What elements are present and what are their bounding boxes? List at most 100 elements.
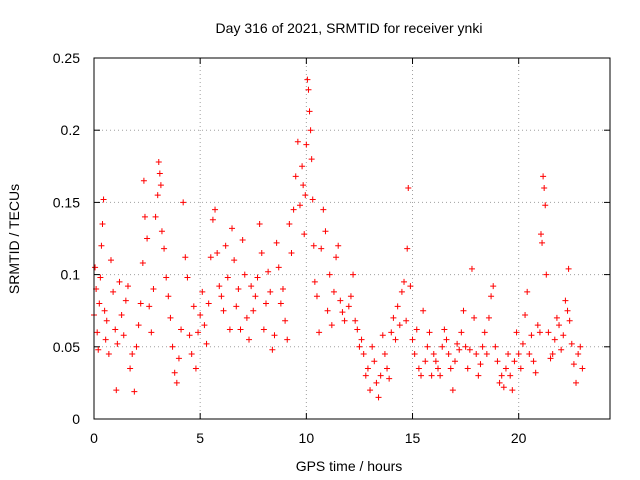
- data-point: [286, 221, 293, 228]
- data-point: [140, 177, 147, 184]
- x-tick-label: 20: [511, 430, 527, 446]
- data-point: [157, 182, 164, 189]
- data-point: [118, 312, 125, 319]
- axis-ticks: [93, 57, 610, 420]
- data-point: [152, 213, 159, 220]
- data-point: [212, 206, 219, 213]
- data-point: [116, 278, 123, 285]
- data-point: [205, 300, 212, 307]
- data-point: [477, 361, 484, 368]
- data-point: [560, 332, 567, 339]
- data-point: [235, 286, 242, 293]
- data-point: [112, 326, 119, 333]
- data-point: [356, 343, 363, 350]
- data-point: [224, 274, 231, 281]
- data-point: [458, 329, 465, 336]
- data-point: [103, 317, 110, 324]
- data-point: [184, 274, 191, 281]
- data-point: [150, 286, 157, 293]
- data-point: [545, 329, 552, 336]
- data-point: [306, 108, 313, 115]
- data-point: [178, 326, 185, 333]
- data-point: [345, 303, 352, 310]
- data-point: [369, 343, 376, 350]
- data-point: [267, 288, 274, 295]
- data-point: [526, 351, 533, 358]
- data-point: [243, 314, 250, 321]
- data-point: [260, 326, 267, 333]
- data-point: [308, 156, 315, 163]
- y-tick-label: 0.25: [53, 50, 80, 66]
- data-point: [250, 307, 257, 314]
- data-point: [507, 372, 514, 379]
- data-point: [226, 326, 233, 333]
- data-point: [564, 307, 571, 314]
- data-point: [216, 283, 223, 290]
- x-tick-label: 15: [405, 430, 421, 446]
- data-point: [443, 336, 450, 343]
- data-point: [316, 329, 323, 336]
- data-point: [271, 332, 278, 339]
- data-point: [296, 202, 303, 209]
- data-point: [127, 365, 134, 372]
- data-point: [214, 249, 221, 256]
- data-point: [273, 239, 280, 246]
- data-point: [352, 317, 359, 324]
- data-point: [381, 351, 388, 358]
- data-point: [156, 170, 163, 177]
- data-point: [105, 351, 112, 358]
- x-tick-label: 5: [196, 430, 204, 446]
- data-point: [290, 206, 297, 213]
- data-point: [371, 358, 378, 365]
- data-point: [137, 300, 144, 307]
- data-point: [500, 384, 507, 391]
- data-point: [413, 326, 420, 333]
- data-point: [144, 235, 151, 242]
- data-point: [540, 173, 547, 180]
- data-point: [517, 365, 524, 372]
- data-point: [110, 288, 117, 295]
- data-point: [175, 355, 182, 362]
- data-point: [248, 283, 255, 290]
- data-point: [536, 329, 543, 336]
- data-point: [133, 343, 140, 350]
- data-point: [570, 361, 577, 368]
- data-point: [362, 372, 369, 379]
- data-point: [299, 163, 306, 170]
- data-point: [311, 278, 318, 285]
- data-point: [305, 86, 312, 93]
- data-point: [101, 307, 108, 314]
- data-point: [313, 293, 320, 300]
- data-point: [473, 351, 480, 358]
- data-point: [509, 387, 516, 394]
- data-point: [347, 293, 354, 300]
- data-point: [233, 303, 240, 310]
- data-point: [418, 372, 425, 379]
- data-point: [392, 336, 399, 343]
- data-point: [530, 358, 537, 365]
- grid: [94, 58, 610, 419]
- data-point: [515, 351, 522, 358]
- data-point: [258, 249, 265, 256]
- y-tick-label: 0.15: [53, 194, 80, 210]
- data-point: [203, 340, 210, 347]
- data-point: [537, 231, 544, 238]
- data-point: [464, 365, 471, 372]
- data-point: [494, 358, 501, 365]
- data-point: [265, 268, 272, 275]
- data-point: [415, 365, 422, 372]
- data-point: [384, 365, 391, 372]
- data-point: [129, 351, 136, 358]
- data-point: [307, 127, 314, 134]
- data-point: [522, 312, 529, 319]
- data-point: [511, 358, 518, 365]
- data-point: [92, 264, 99, 271]
- data-point: [165, 293, 172, 300]
- data-point: [390, 314, 397, 321]
- data-point: [403, 317, 410, 324]
- data-point: [288, 249, 295, 256]
- data-point: [199, 288, 206, 295]
- data-point: [388, 329, 395, 336]
- data-point: [139, 260, 146, 267]
